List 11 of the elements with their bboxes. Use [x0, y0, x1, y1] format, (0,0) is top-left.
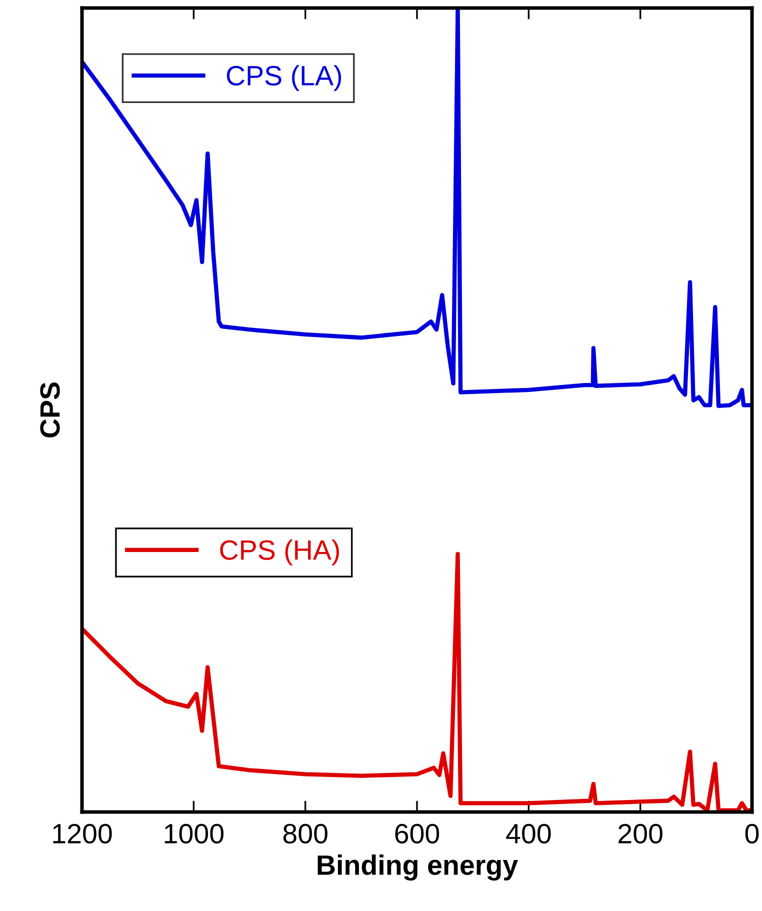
x-tick-label: 0 [745, 824, 759, 844]
legend-label: CPS (LA) [226, 65, 342, 92]
x-tick-label: 1200 [53, 824, 112, 844]
x-tick-label: 400 [506, 824, 551, 844]
y-axis-title: CPS [40, 382, 60, 438]
x-axis-title: Binding energy [318, 854, 518, 881]
x-tick-label: 1000 [164, 824, 224, 844]
x-tick-label: 600 [395, 824, 440, 844]
x-tick-label: 800 [283, 824, 328, 844]
x-tick-label: 200 [618, 824, 662, 844]
legend-label: CPS (HA) [220, 540, 339, 566]
